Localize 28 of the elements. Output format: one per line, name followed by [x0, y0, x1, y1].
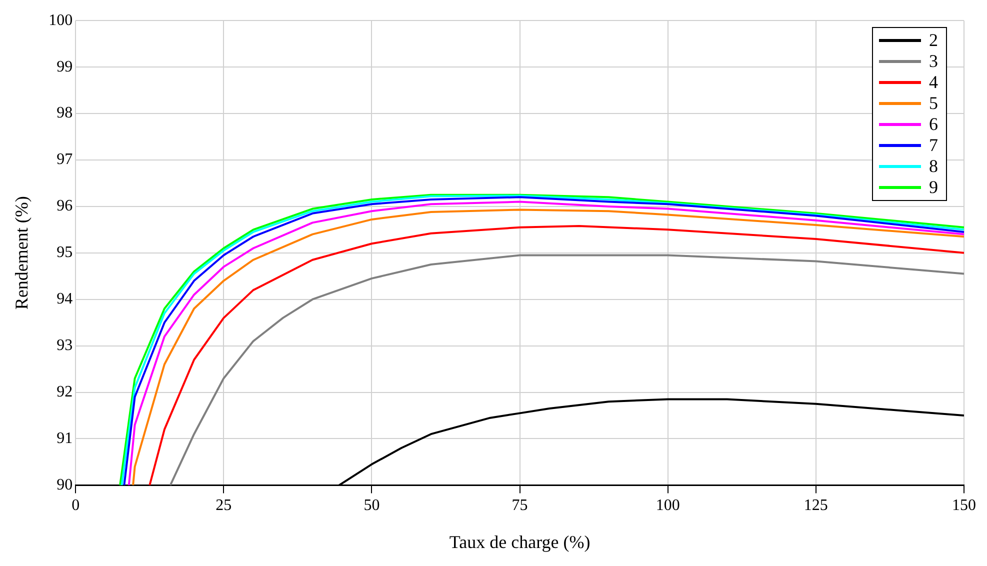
- y-tick-label: 90: [56, 476, 73, 494]
- x-tick-label: 125: [804, 497, 828, 514]
- legend-label: 4: [929, 72, 938, 93]
- y-tick-label: 98: [56, 104, 73, 122]
- x-tick-label: 0: [72, 497, 80, 514]
- y-tick-label: 91: [56, 430, 73, 447]
- legend-label: 9: [929, 176, 938, 198]
- y-tick-label: 95: [56, 244, 73, 262]
- y-axis-title: Rendement (%): [12, 196, 32, 310]
- legend-label: 6: [929, 114, 938, 135]
- legend-label: 8: [929, 156, 938, 177]
- y-tick-label: 96: [56, 198, 73, 215]
- x-axis-title: Taux de charge (%): [449, 532, 590, 552]
- y-tick-label: 97: [56, 151, 73, 168]
- y-tick-label: 99: [56, 58, 73, 76]
- y-tick-label: 100: [48, 12, 73, 29]
- x-tick-label: 25: [216, 497, 232, 514]
- legend-label: 7: [929, 134, 938, 156]
- x-tick-label: 100: [656, 497, 680, 514]
- y-tick-label: 93: [56, 337, 73, 354]
- x-tick-label: 150: [952, 497, 976, 514]
- x-tick-label: 50: [364, 497, 380, 514]
- y-tick-label: 94: [56, 290, 73, 308]
- legend-label: 5: [929, 92, 938, 114]
- y-tick-label: 92: [56, 383, 73, 400]
- legend-label: 2: [929, 30, 938, 51]
- legend-label: 3: [929, 50, 938, 72]
- x-tick-label: 75: [512, 497, 528, 514]
